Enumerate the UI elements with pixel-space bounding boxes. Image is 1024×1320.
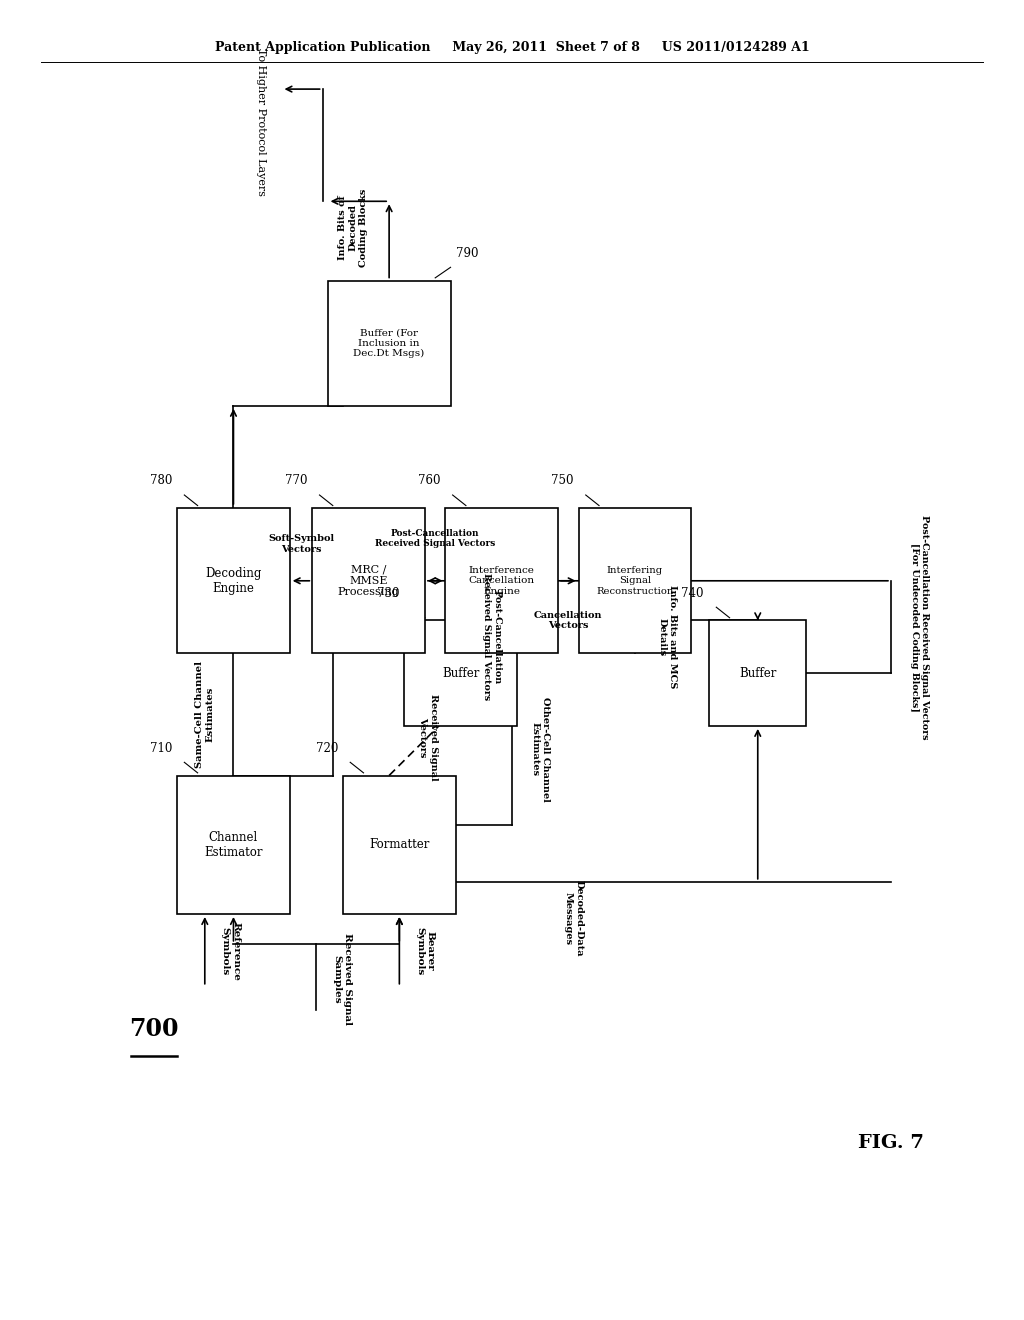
Text: Soft-Symbol
Vectors: Soft-Symbol Vectors xyxy=(268,535,334,553)
Text: 770: 770 xyxy=(285,474,307,487)
Text: Channel
Estimator: Channel Estimator xyxy=(204,830,263,859)
Bar xyxy=(177,508,290,653)
Bar xyxy=(404,620,517,726)
Bar xyxy=(579,508,691,653)
Text: Received Signal
Samples: Received Signal Samples xyxy=(333,933,351,1026)
Bar xyxy=(328,281,451,407)
Text: Cancellation
Vectors: Cancellation Vectors xyxy=(535,611,602,630)
Text: Patent Application Publication     May 26, 2011  Sheet 7 of 8     US 2011/012428: Patent Application Publication May 26, 2… xyxy=(215,41,809,54)
Bar xyxy=(312,508,425,653)
Text: 720: 720 xyxy=(315,742,338,755)
Text: Reference
Symbols: Reference Symbols xyxy=(221,921,240,981)
Text: Received Signal
Vectors: Received Signal Vectors xyxy=(419,694,437,781)
Text: Bearer
Symbols: Bearer Symbols xyxy=(416,927,434,975)
Text: 780: 780 xyxy=(150,474,172,487)
Bar xyxy=(177,776,290,913)
Text: Interfering
Signal
Reconstruction: Interfering Signal Reconstruction xyxy=(596,566,674,595)
Text: Buffer: Buffer xyxy=(739,667,776,680)
Text: 740: 740 xyxy=(682,586,705,599)
Text: Same-Cell Channel
Estimates: Same-Cell Channel Estimates xyxy=(196,661,214,768)
Text: Post-Cancellation Received Signal Vectors
[For Undecoded Coding Blocks]: Post-Cancellation Received Signal Vector… xyxy=(910,515,929,739)
Text: 760: 760 xyxy=(418,474,440,487)
Text: MRC /
MMSE
Processing: MRC / MMSE Processing xyxy=(338,564,399,598)
Text: FIG. 7: FIG. 7 xyxy=(858,1134,924,1152)
Text: Formatter: Formatter xyxy=(370,838,429,851)
Text: Other-Cell Channel
Estimates: Other-Cell Channel Estimates xyxy=(531,697,550,801)
Text: 750: 750 xyxy=(551,474,573,487)
Bar xyxy=(343,776,456,913)
Bar xyxy=(445,508,558,653)
Text: Decoded-Data
Messages: Decoded-Data Messages xyxy=(564,880,583,957)
Text: Info. Bits of
Decoded
Coding Blocks: Info. Bits of Decoded Coding Blocks xyxy=(338,189,369,267)
Text: Info. Bits and MCS
Details: Info. Bits and MCS Details xyxy=(658,585,677,689)
Text: Decoding
Engine: Decoding Engine xyxy=(205,566,262,595)
Bar xyxy=(709,620,807,726)
Text: 710: 710 xyxy=(150,742,172,755)
Text: Buffer (For
Inclusion in
Dec.Dt Msgs): Buffer (For Inclusion in Dec.Dt Msgs) xyxy=(353,329,425,358)
Text: Buffer: Buffer xyxy=(442,667,479,680)
Text: Interference
Cancellation
Engine: Interference Cancellation Engine xyxy=(469,566,535,595)
Text: 730: 730 xyxy=(377,586,399,599)
Text: To Higher Protocol Layers: To Higher Protocol Layers xyxy=(256,48,266,197)
Text: 700: 700 xyxy=(129,1018,178,1041)
Text: 790: 790 xyxy=(456,247,478,260)
Text: Post-Cancellation
Received Signal Vectors: Post-Cancellation Received Signal Vector… xyxy=(375,529,496,548)
Text: Post-Cancellation
Received Signal Vectors: Post-Cancellation Received Signal Vector… xyxy=(482,573,501,701)
